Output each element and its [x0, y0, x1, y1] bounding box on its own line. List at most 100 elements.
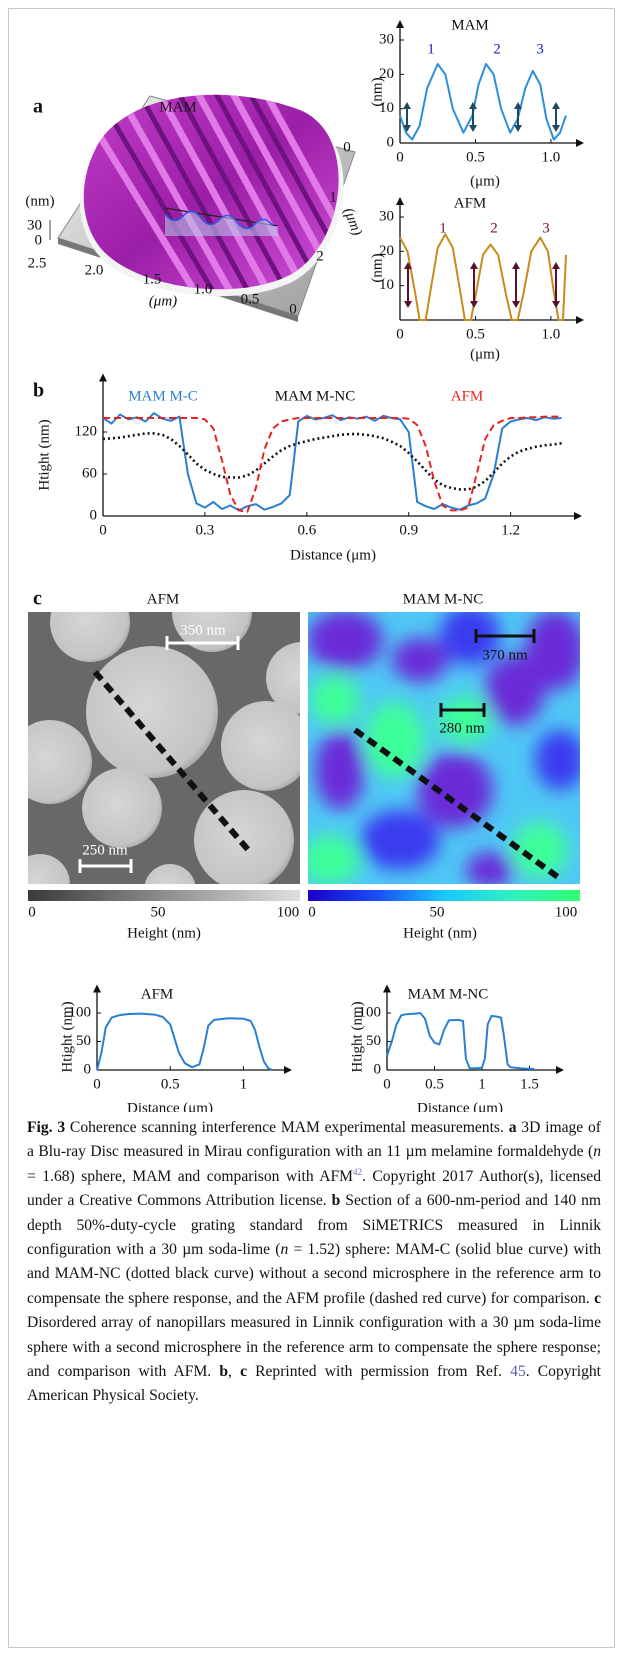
y-axis-label: Htight (nm) — [36, 419, 52, 490]
panel-a-3d — [49, 94, 356, 322]
x-tick-label: 0 — [93, 1076, 101, 1092]
y-tick-label: 30 — [379, 208, 394, 224]
caption-run: = 1.68) sphere, MAM and comparison with … — [27, 1167, 354, 1185]
y-tick-label: 50 — [366, 1033, 381, 1049]
caption-run: n — [593, 1143, 601, 1161]
x-axis-arrow — [574, 512, 582, 520]
data-line — [399, 63, 567, 141]
y-tick-label: 20 — [379, 66, 394, 82]
x-axis-arrow — [556, 1066, 564, 1074]
double-arrow-head — [512, 262, 520, 269]
x-tick-label: 0.3 — [196, 522, 215, 538]
3d-ridges — [87, 94, 339, 290]
y-tick-label: 120 — [75, 423, 98, 439]
caption-run: n — [280, 1241, 289, 1259]
caption-run: a — [508, 1119, 517, 1136]
chart-title: MAM — [451, 17, 489, 33]
x-tick-label: 1.0 — [542, 149, 561, 165]
caption-run: Disordered array of nanopillars measured… — [27, 1314, 601, 1381]
3d-z-tick: 30 — [27, 217, 42, 233]
y-tick-label: 60 — [82, 465, 97, 481]
x-tick-label: 1 — [478, 1076, 486, 1092]
section-line — [353, 727, 564, 883]
scale-bar — [78, 636, 240, 873]
colorbar — [28, 890, 300, 901]
panel-label: b — [33, 380, 44, 402]
x-tick-label: 1.0 — [542, 326, 561, 342]
y-tick-label: 30 — [379, 31, 394, 47]
caption-run: . Copyright American Physical Society. — [27, 1363, 602, 1405]
caption-run: . Copyright 2017 Author(s), licensed und… — [27, 1167, 601, 1210]
3d-y-tick: 0 — [343, 139, 351, 155]
y-tick-label: 0 — [84, 1061, 92, 1077]
double-arrow-head — [514, 102, 522, 109]
colorbar-tick: 50 — [430, 904, 445, 920]
scale-bar — [439, 629, 536, 717]
colorbar-tick: 0 — [28, 904, 36, 920]
3d-section-fill — [165, 211, 278, 236]
colorbar-label: Height (nm) — [403, 925, 477, 941]
image-title: MAM M-NC — [403, 591, 483, 607]
x-axis-label: Distance (μm) — [290, 547, 376, 563]
caption-run: 45 — [510, 1363, 526, 1381]
caption-run: 3D image of a Blu-ray Disc measured in M… — [27, 1119, 601, 1161]
double-arrow-head — [552, 301, 560, 308]
3d-x-tick: 0 — [289, 301, 297, 317]
x-tick-label: 0.5 — [466, 149, 485, 165]
x-tick-label: 1.2 — [501, 522, 520, 538]
3d-y-tick: 1 — [329, 189, 337, 205]
y-axis-label: (nm) — [369, 253, 385, 282]
caption-run: 42 — [353, 1166, 363, 1177]
caption-run: Coherence scanning interference MAM expe… — [65, 1119, 509, 1136]
peak-label: 3 — [542, 220, 550, 236]
double-arrow-head — [470, 301, 478, 308]
x-axis-label: (μm) — [470, 173, 500, 189]
y-tick-label: 100 — [69, 1004, 92, 1020]
x-tick-label: 0 — [396, 326, 404, 342]
colorbar — [308, 890, 580, 901]
caption-run: Fig. 3 — [27, 1119, 66, 1136]
chart-title: AFM — [454, 195, 487, 211]
panel-label: c — [33, 588, 42, 610]
3d-x-label: (μm) — [149, 293, 177, 309]
legend-label: MAM M-C — [128, 388, 198, 404]
x-tick-label: 1 — [240, 1076, 248, 1092]
y-tick-label: 20 — [379, 243, 394, 259]
x-tick-label: 0.9 — [399, 522, 418, 538]
colorbar-tick: 100 — [555, 904, 578, 920]
double-arrow-head — [403, 125, 411, 132]
colorbar-tick: 0 — [308, 904, 316, 920]
y-axis-arrow — [396, 20, 404, 28]
3d-title: MAM — [159, 99, 197, 115]
x-tick-label: 0.5 — [425, 1076, 444, 1092]
y-axis-label: (nm) — [369, 77, 385, 106]
data-line — [102, 412, 562, 512]
data-line — [102, 432, 562, 491]
y-tick-label: 100 — [359, 1004, 382, 1020]
x-tick-label: 1.5 — [520, 1076, 539, 1092]
caption: Fig. 3 Coherence scanning interference M… — [27, 1116, 601, 1409]
caption-run: b — [219, 1363, 229, 1381]
image-title: AFM — [147, 591, 180, 607]
y-tick-label: 0 — [387, 134, 395, 150]
data-line — [96, 1012, 274, 1071]
scale-bar-label: 280 nm — [439, 720, 485, 736]
x-tick-label: 0 — [396, 149, 404, 165]
3d-section-profile — [164, 210, 274, 230]
caption-run: , — [228, 1363, 241, 1381]
double-arrow-head — [552, 262, 560, 269]
x-axis-label: (μm) — [470, 346, 500, 362]
peak-label: 2 — [490, 220, 498, 236]
x-axis-label: Distance (μm) — [417, 1100, 503, 1112]
colorbar-label: Height (nm) — [127, 925, 201, 941]
caption-run: Reprinted with permission from Ref. — [246, 1363, 511, 1381]
colorbar-tick: 50 — [151, 904, 166, 920]
x-tick-label: 0 — [383, 1076, 391, 1092]
data-line — [386, 1012, 535, 1070]
y-axis-arrow — [383, 984, 391, 993]
legend-label: AFM — [451, 388, 484, 404]
data-line — [399, 233, 567, 321]
caption-run: c — [240, 1363, 247, 1381]
section-line — [92, 670, 253, 854]
double-arrow-head — [470, 262, 478, 269]
